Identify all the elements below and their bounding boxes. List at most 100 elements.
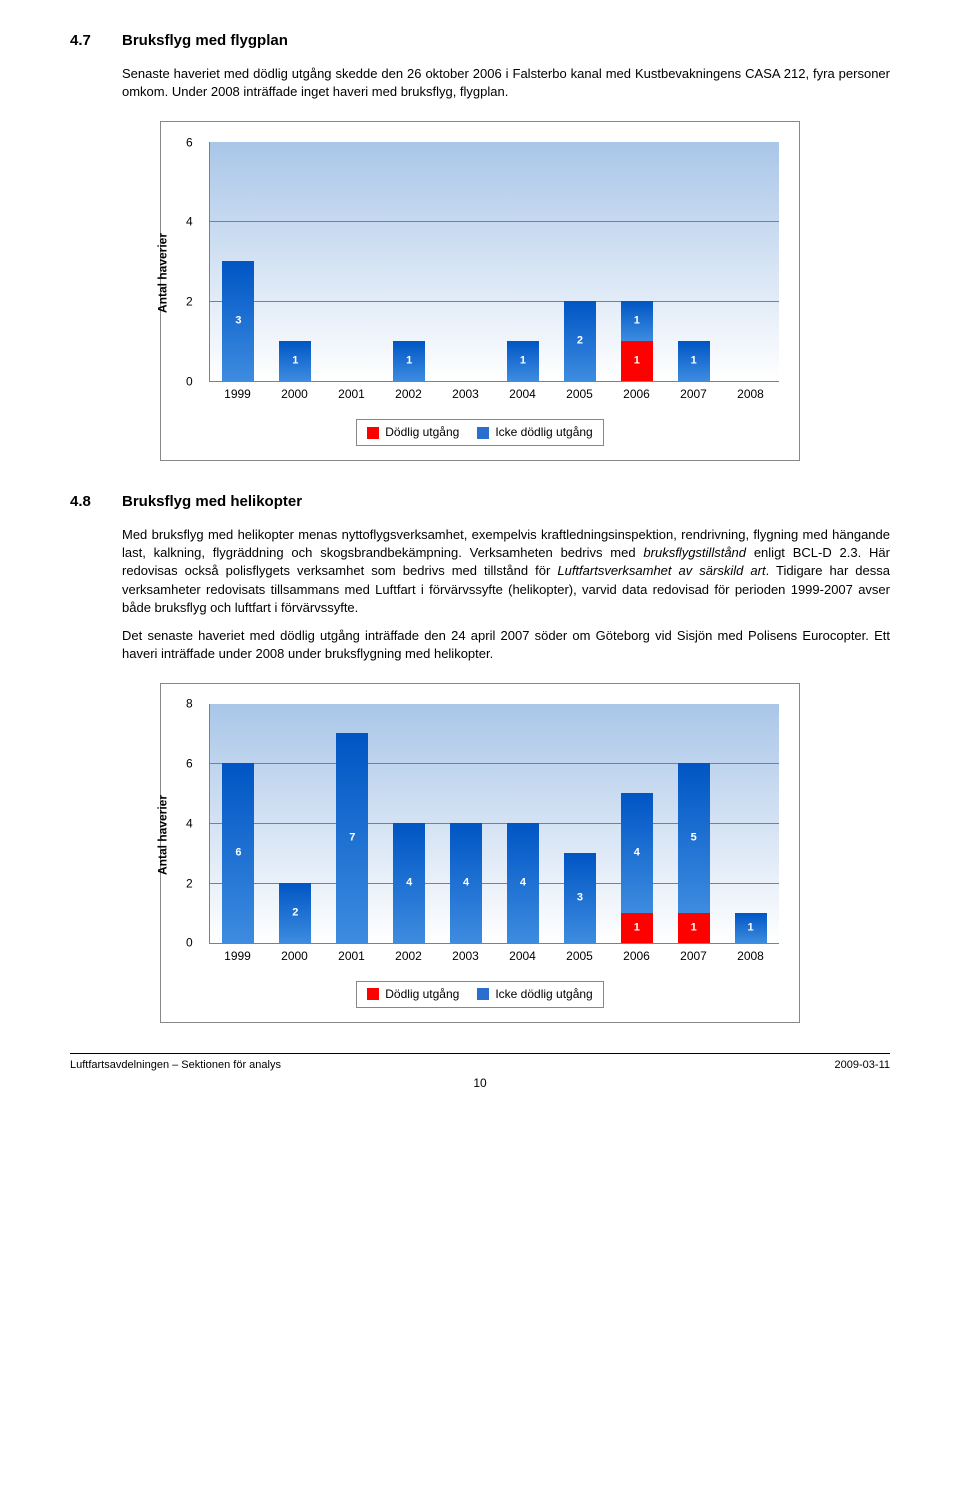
bar-value-label: 1 bbox=[634, 354, 640, 369]
bar-slot: 14 bbox=[608, 704, 665, 943]
bar-value-label: 1 bbox=[406, 354, 412, 369]
xtick-label: 2005 bbox=[551, 386, 608, 403]
page-number: 10 bbox=[70, 1075, 890, 1092]
legend-item-nonfatal: Icke dödlig utgång bbox=[477, 424, 592, 441]
bar-slot bbox=[722, 142, 779, 381]
xtick-label: 2006 bbox=[608, 386, 665, 403]
chart2-legend: Dödlig utgång Icke dödlig utgång bbox=[356, 981, 603, 1008]
xtick-label: 2005 bbox=[551, 948, 608, 965]
xtick-label: 2007 bbox=[665, 948, 722, 965]
bar: 1 bbox=[735, 913, 767, 943]
bar-value-label: 6 bbox=[235, 846, 241, 861]
bar-value-label: 1 bbox=[634, 314, 640, 329]
bar-slot: 3 bbox=[210, 142, 267, 381]
xtick-label: 2000 bbox=[266, 948, 323, 965]
bar-segment-nonfatal: 3 bbox=[564, 853, 596, 943]
ytick-label: 6 bbox=[186, 756, 193, 773]
chart-bruksflyg-flygplan: Antal haverier 024631112111 199920002001… bbox=[160, 121, 800, 461]
ytick-label: 0 bbox=[186, 935, 193, 952]
bar-value-label: 4 bbox=[634, 846, 640, 861]
xtick-label: 2001 bbox=[323, 948, 380, 965]
bar-segment-nonfatal: 4 bbox=[450, 823, 482, 943]
legend-nonfatal-label: Icke dödlig utgång bbox=[495, 424, 592, 441]
bar-segment-nonfatal: 3 bbox=[222, 261, 254, 381]
legend-item-fatal: Dödlig utgång bbox=[367, 424, 459, 441]
bar-value-label: 7 bbox=[349, 831, 355, 846]
legend-item-nonfatal: Icke dödlig utgång bbox=[477, 986, 592, 1003]
xtick-label: 2002 bbox=[380, 948, 437, 965]
xtick-label: 2008 bbox=[722, 948, 779, 965]
bar-value-label: 1 bbox=[520, 354, 526, 369]
bar-slot: 7 bbox=[324, 704, 381, 943]
chart-bruksflyg-helikopter: Antal haverier 02468627444314151 1999200… bbox=[160, 683, 800, 1023]
bar-slot: 2 bbox=[551, 142, 608, 381]
swatch-nonfatal bbox=[477, 427, 489, 439]
section-48-title: Bruksflyg med helikopter bbox=[122, 493, 302, 510]
footer-right: 2009-03-11 bbox=[835, 1058, 890, 1073]
bar-value-label: 2 bbox=[292, 906, 298, 921]
legend-nonfatal-label: Icke dödlig utgång bbox=[495, 986, 592, 1003]
bar: 1 bbox=[507, 341, 539, 381]
bar-segment-nonfatal: 4 bbox=[393, 823, 425, 943]
section-47-paragraph: Senaste haveriet med dödlig utgång skedd… bbox=[122, 65, 890, 101]
section-47-title: Bruksflyg med flygplan bbox=[122, 32, 288, 49]
bar: 1 bbox=[393, 341, 425, 381]
xtick-label: 2007 bbox=[665, 386, 722, 403]
bar-segment-fatal: 1 bbox=[621, 913, 653, 943]
bar-slot: 1 bbox=[381, 142, 438, 381]
ytick-label: 8 bbox=[186, 696, 193, 713]
xtick-label: 2008 bbox=[722, 386, 779, 403]
page-footer: Luftfartsavdelningen – Sektionen för ana… bbox=[70, 1053, 890, 1073]
bar: 1 bbox=[279, 341, 311, 381]
legend-item-fatal: Dödlig utgång bbox=[367, 986, 459, 1003]
bar-segment-nonfatal: 1 bbox=[507, 341, 539, 381]
ytick-label: 4 bbox=[186, 815, 193, 832]
bar-segment-nonfatal: 1 bbox=[678, 341, 710, 381]
chart2-xlabels: 1999200020012002200320042005200620072008 bbox=[209, 948, 779, 965]
bar: 1 bbox=[678, 341, 710, 381]
bar: 4 bbox=[393, 823, 425, 943]
bar-segment-nonfatal: 2 bbox=[564, 301, 596, 381]
bar: 15 bbox=[678, 763, 710, 943]
ytick-label: 2 bbox=[186, 293, 193, 310]
legend-fatal-label: Dödlig utgång bbox=[385, 986, 459, 1003]
section-48-number: 4.8 bbox=[70, 491, 122, 512]
section-47-number: 4.7 bbox=[70, 30, 122, 51]
section-48-paragraph-2: Det senaste haveriet med dödlig utgång i… bbox=[122, 627, 890, 663]
bar-slot: 11 bbox=[608, 142, 665, 381]
bar: 14 bbox=[621, 793, 653, 943]
bar: 2 bbox=[279, 883, 311, 943]
section-48-heading: 4.8Bruksflyg med helikopter bbox=[70, 491, 890, 512]
bar: 6 bbox=[222, 763, 254, 943]
bar-segment-nonfatal: 1 bbox=[279, 341, 311, 381]
chart1-plot-area: 024631112111 bbox=[209, 142, 779, 382]
xtick-label: 2000 bbox=[266, 386, 323, 403]
ytick-label: 0 bbox=[186, 373, 193, 390]
legend-fatal-label: Dödlig utgång bbox=[385, 424, 459, 441]
bar-value-label: 4 bbox=[406, 876, 412, 891]
bars-container: 627444314151 bbox=[210, 704, 779, 943]
xtick-label: 1999 bbox=[209, 386, 266, 403]
xtick-label: 2004 bbox=[494, 386, 551, 403]
bar-value-label: 5 bbox=[691, 831, 697, 846]
xtick-label: 2006 bbox=[608, 948, 665, 965]
bar-segment-fatal: 1 bbox=[621, 341, 653, 381]
bar: 7 bbox=[336, 733, 368, 943]
chart1-xlabels: 1999200020012002200320042005200620072008 bbox=[209, 386, 779, 403]
bar-value-label: 3 bbox=[235, 314, 241, 329]
bar-value-label: 1 bbox=[292, 354, 298, 369]
bar-slot bbox=[438, 142, 495, 381]
bar-value-label: 1 bbox=[634, 921, 640, 936]
xtick-label: 2002 bbox=[380, 386, 437, 403]
bar: 11 bbox=[621, 301, 653, 381]
bar-value-label: 2 bbox=[577, 334, 583, 349]
chart1-legend: Dödlig utgång Icke dödlig utgång bbox=[356, 419, 603, 446]
bar-value-label: 1 bbox=[748, 921, 754, 936]
bar-slot: 3 bbox=[551, 704, 608, 943]
bar-value-label: 3 bbox=[577, 891, 583, 906]
swatch-nonfatal bbox=[477, 988, 489, 1000]
bar: 3 bbox=[564, 853, 596, 943]
bar-segment-nonfatal: 4 bbox=[621, 793, 653, 913]
bar: 3 bbox=[222, 261, 254, 381]
bar-segment-nonfatal: 7 bbox=[336, 733, 368, 943]
